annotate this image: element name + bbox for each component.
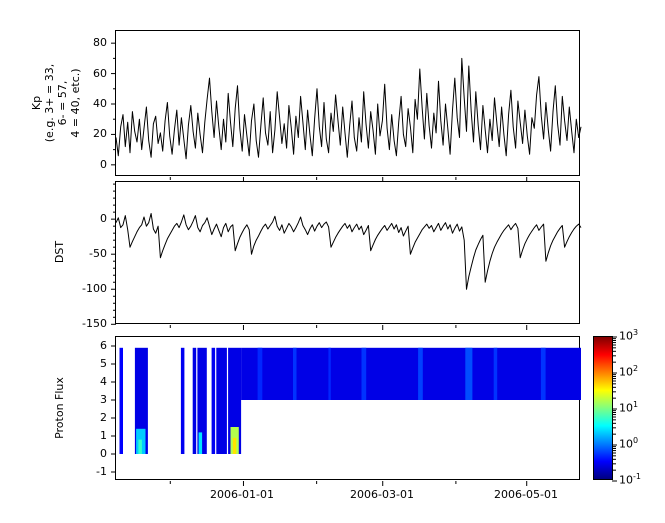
heatmap-segment (493, 347, 498, 400)
proton-ytick-label: 6 (100, 339, 107, 352)
dst-ytick-label: -100 (82, 282, 107, 296)
dst-plot-svg (111, 183, 582, 330)
kp-ytick-label: 60 (93, 66, 107, 80)
dst-series-line (115, 213, 582, 290)
heatmap-segment (418, 347, 423, 400)
heatmap-segment (361, 347, 367, 400)
heatmap-segment (211, 347, 216, 454)
colorbar (593, 336, 617, 482)
heatmap-segment (540, 347, 546, 400)
kp-ytick-label: 40 (93, 97, 107, 110)
heatmap-segment (197, 347, 207, 454)
x-tick-label-may: 2006-05-01 (494, 488, 558, 501)
kp-series-line (115, 57, 582, 160)
heatmap-segment (119, 347, 123, 454)
heatmap-segment (134, 347, 148, 454)
proton-flux-panel: -1 0 1 2 3 4 5 6 (96, 336, 581, 486)
heatmap-segment (241, 347, 581, 400)
axis-label-line: Proton Flux (52, 377, 66, 439)
colorbar-ticks-svg (612, 336, 617, 482)
proton-ytick-label: 5 (100, 357, 107, 370)
heatmap-segment (257, 347, 263, 400)
colorbar-tick-label: 10-1 (619, 472, 641, 487)
heatmap-segment (180, 347, 185, 454)
dst-ytick-label: 0 (100, 212, 107, 226)
heatmap-segment (216, 347, 227, 454)
proton-ytick-label: 4 (100, 375, 107, 388)
heatmap-segment (138, 439, 142, 454)
heatmap-segment (293, 347, 297, 400)
x-tick-label-jan: 2006-01-01 (210, 488, 274, 501)
proton-ytick-label: 1 (100, 429, 107, 442)
colorbar-tick-label: 101 (619, 400, 639, 415)
kp-ytick-label: 80 (93, 36, 107, 50)
dst-ytick-label: -150 (82, 317, 107, 331)
x-tick-label-mar: 2006-03-01 (350, 488, 414, 501)
dst-ytick-label: -50 (89, 247, 107, 261)
proton-ytick-label: 2 (100, 411, 107, 424)
proton-ytick-label: 0 (100, 447, 107, 460)
colorbar-tick-label: 102 (619, 364, 639, 379)
colorbar-tick-label: 100 (619, 436, 639, 451)
dst-axis-label: DST (52, 197, 68, 307)
heatmap-segment (192, 347, 197, 454)
kp-panel: 0 20 40 60 80 (93, 30, 582, 182)
heatmap-segment (232, 437, 237, 454)
heatmap-segment (328, 347, 331, 400)
heatmap-segment (198, 432, 203, 454)
kp-axis-label: Kp (e.g. 3+ = 33, 6- = 57, 4 = 40, etc.) (28, 23, 86, 183)
dst-panel: 0 -50 -100 -150 (82, 181, 582, 330)
heatmap-segment (465, 347, 473, 400)
axis-label-line: 4 = 40, etc.) (68, 68, 82, 138)
kp-plot-svg (111, 42, 582, 182)
kp-ytick-label: 0 (100, 157, 107, 171)
kp-ytick-label: 20 (93, 127, 107, 141)
colorbar-tick-label: 103 (619, 328, 639, 343)
proton-ytick-label: -1 (96, 465, 107, 478)
proton-plot-svg (111, 345, 581, 486)
proton-flux-axis-label: Proton Flux (52, 353, 68, 463)
axis-label-line: DST (52, 240, 66, 264)
proton-ytick-label: 3 (100, 393, 107, 406)
